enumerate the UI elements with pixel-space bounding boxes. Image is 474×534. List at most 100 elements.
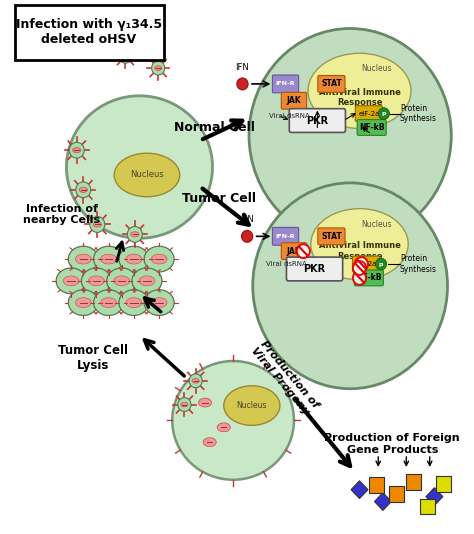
Circle shape xyxy=(152,61,165,75)
Ellipse shape xyxy=(192,379,199,383)
Ellipse shape xyxy=(151,254,167,264)
Text: NF-kB: NF-kB xyxy=(356,273,382,282)
Ellipse shape xyxy=(73,148,81,153)
FancyBboxPatch shape xyxy=(282,243,307,260)
Circle shape xyxy=(297,244,310,258)
Ellipse shape xyxy=(56,268,86,294)
Text: NF-kB: NF-kB xyxy=(359,123,384,132)
Circle shape xyxy=(353,261,366,275)
Ellipse shape xyxy=(75,297,91,308)
FancyBboxPatch shape xyxy=(357,120,386,136)
Text: JAK: JAK xyxy=(287,96,301,105)
Circle shape xyxy=(69,142,84,158)
Ellipse shape xyxy=(63,276,79,286)
Text: Tumor Cell: Tumor Cell xyxy=(182,192,256,205)
FancyBboxPatch shape xyxy=(273,227,299,245)
FancyBboxPatch shape xyxy=(273,75,299,93)
Text: Protein
Synthesis: Protein Synthesis xyxy=(400,104,437,123)
FancyBboxPatch shape xyxy=(318,75,345,92)
Circle shape xyxy=(90,216,105,232)
Circle shape xyxy=(189,374,202,388)
Text: Antiviral Immune
Response: Antiviral Immune Response xyxy=(319,88,401,107)
Ellipse shape xyxy=(82,268,111,294)
Text: JAK: JAK xyxy=(287,247,301,256)
Text: IFN-R: IFN-R xyxy=(276,81,295,87)
Text: PKR: PKR xyxy=(306,115,328,125)
Ellipse shape xyxy=(126,297,142,308)
Bar xyxy=(406,474,421,490)
Ellipse shape xyxy=(107,268,137,294)
Text: Normal Cell: Normal Cell xyxy=(174,121,255,134)
Circle shape xyxy=(355,257,368,271)
Ellipse shape xyxy=(144,290,174,316)
Ellipse shape xyxy=(181,402,188,407)
FancyBboxPatch shape xyxy=(282,92,307,109)
Circle shape xyxy=(242,230,253,242)
Text: Infection with γ₁34.5
deleted oHSV: Infection with γ₁34.5 deleted oHSV xyxy=(16,19,162,46)
Circle shape xyxy=(378,108,390,120)
Ellipse shape xyxy=(119,246,149,272)
Text: STAT: STAT xyxy=(321,80,342,89)
Polygon shape xyxy=(374,493,392,511)
Text: Antiviral Immune
Response: Antiviral Immune Response xyxy=(319,241,401,261)
FancyBboxPatch shape xyxy=(289,108,346,132)
Ellipse shape xyxy=(132,268,162,294)
Ellipse shape xyxy=(144,246,174,272)
Ellipse shape xyxy=(311,209,408,280)
Ellipse shape xyxy=(131,232,139,237)
Ellipse shape xyxy=(151,297,167,308)
Ellipse shape xyxy=(68,246,98,272)
Ellipse shape xyxy=(66,96,212,238)
Text: Viral dsRNA: Viral dsRNA xyxy=(269,113,310,119)
Bar xyxy=(390,486,404,501)
Polygon shape xyxy=(351,481,368,499)
Text: Protein
Synthesis: Protein Synthesis xyxy=(400,254,437,274)
Ellipse shape xyxy=(253,183,447,389)
Text: p: p xyxy=(382,111,386,116)
Ellipse shape xyxy=(114,153,180,197)
FancyBboxPatch shape xyxy=(353,256,380,272)
Circle shape xyxy=(237,78,248,90)
Ellipse shape xyxy=(93,222,101,227)
Ellipse shape xyxy=(155,66,162,70)
Ellipse shape xyxy=(126,254,142,264)
Ellipse shape xyxy=(100,297,117,308)
Ellipse shape xyxy=(93,246,124,272)
Text: Production of
Viral Progeny: Production of Viral Progeny xyxy=(249,339,320,417)
Circle shape xyxy=(353,271,366,285)
Ellipse shape xyxy=(172,361,294,480)
FancyBboxPatch shape xyxy=(356,106,383,122)
Text: Infection of
nearby Cells: Infection of nearby Cells xyxy=(23,204,100,225)
Text: STAT: STAT xyxy=(321,232,342,241)
Circle shape xyxy=(178,398,191,412)
Text: Nucleus: Nucleus xyxy=(361,220,392,229)
Ellipse shape xyxy=(249,28,451,242)
Text: Nucleus: Nucleus xyxy=(237,401,267,410)
Text: eIF-2a: eIF-2a xyxy=(356,261,377,267)
FancyBboxPatch shape xyxy=(286,257,343,281)
Text: IFN: IFN xyxy=(240,215,254,224)
Ellipse shape xyxy=(199,398,211,407)
Text: Nucleus: Nucleus xyxy=(130,170,164,179)
FancyBboxPatch shape xyxy=(355,270,383,286)
Text: Viral dsRNA: Viral dsRNA xyxy=(266,261,307,267)
Ellipse shape xyxy=(122,54,129,58)
Circle shape xyxy=(128,226,142,242)
Ellipse shape xyxy=(217,423,230,432)
Ellipse shape xyxy=(79,187,87,192)
Circle shape xyxy=(76,182,91,198)
Text: Nucleus: Nucleus xyxy=(361,64,392,73)
Text: p: p xyxy=(379,262,383,266)
Ellipse shape xyxy=(119,290,149,316)
Text: IFN: IFN xyxy=(236,63,249,72)
Text: PKR: PKR xyxy=(303,264,326,274)
Ellipse shape xyxy=(89,276,104,286)
Ellipse shape xyxy=(139,276,155,286)
Ellipse shape xyxy=(75,254,91,264)
Polygon shape xyxy=(426,488,443,506)
Ellipse shape xyxy=(114,276,129,286)
FancyBboxPatch shape xyxy=(318,228,345,245)
Text: IFN-R: IFN-R xyxy=(276,234,295,239)
Text: Production of Foreign
Gene Products: Production of Foreign Gene Products xyxy=(325,433,460,455)
Text: Tumor Cell
Lysis: Tumor Cell Lysis xyxy=(58,344,128,372)
